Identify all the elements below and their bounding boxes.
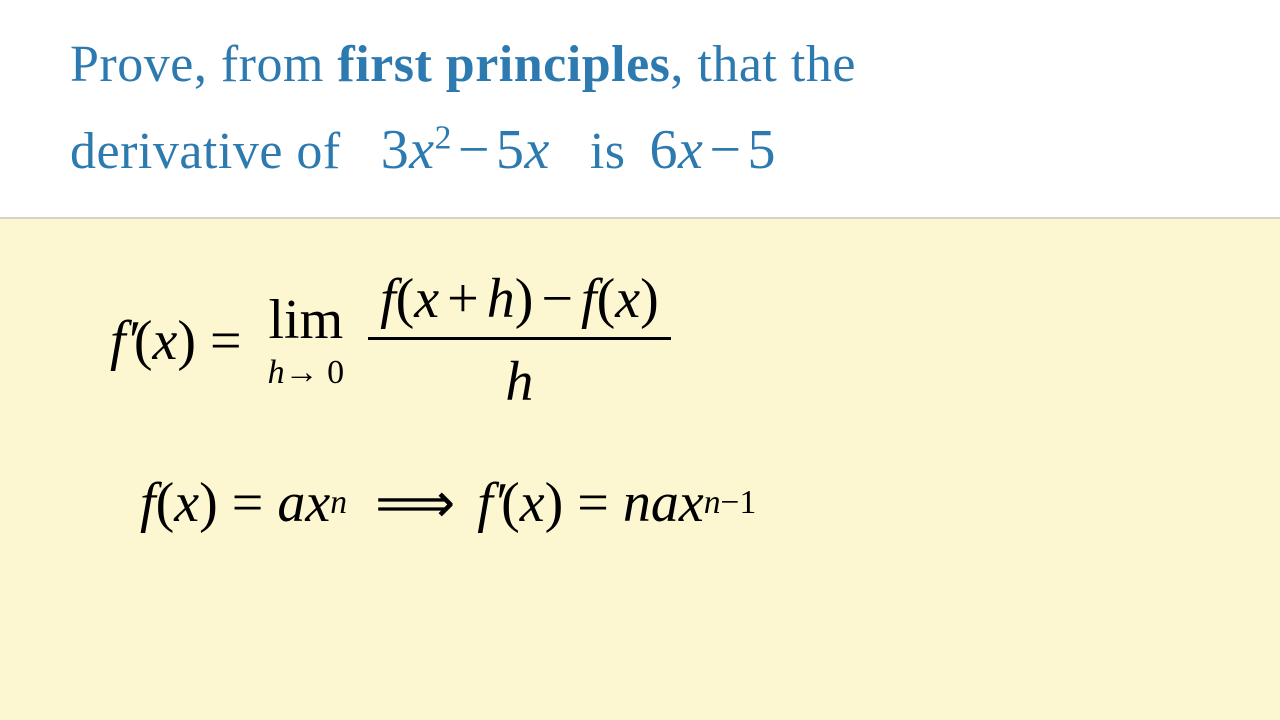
prompt-line2-a: derivative of [70, 118, 341, 186]
limit-block: lim h→ 0 [268, 292, 345, 390]
exponent-n-minus-1: n−1 [704, 484, 757, 522]
implies-arrow: ⟹ [375, 471, 449, 536]
limit-definition: f′(x) = lim h→ 0 f(x+h)−f(x) h [110, 267, 1210, 415]
expression-1: 3x2−5x [381, 114, 550, 187]
prompt-mid: is [590, 118, 626, 186]
prompt-line-2: derivative of 3x2−5x is 6x−5 [70, 114, 1210, 187]
power-rule: f(x) = axn ⟹ f′(x) = naxn−1 [110, 471, 1210, 536]
prompt-bold: first principles [337, 36, 670, 93]
formula-panel: f′(x) = lim h→ 0 f(x+h)−f(x) h f(x) = ax… [0, 219, 1280, 720]
prompt-text-suffix: , that the [670, 36, 856, 93]
limit-subscript: h→ 0 [268, 356, 345, 390]
expression-2: 6x−5 [650, 114, 776, 187]
prompt-text-prefix: Prove, from [70, 36, 337, 93]
fraction: f(x+h)−f(x) h [368, 267, 671, 415]
fraction-numerator: f(x+h)−f(x) [368, 267, 671, 337]
fraction-denominator: h [505, 340, 533, 414]
prompt-line-1: Prove, from first principles, that the [70, 30, 1210, 100]
prompt-panel: Prove, from first principles, that the d… [0, 0, 1280, 219]
